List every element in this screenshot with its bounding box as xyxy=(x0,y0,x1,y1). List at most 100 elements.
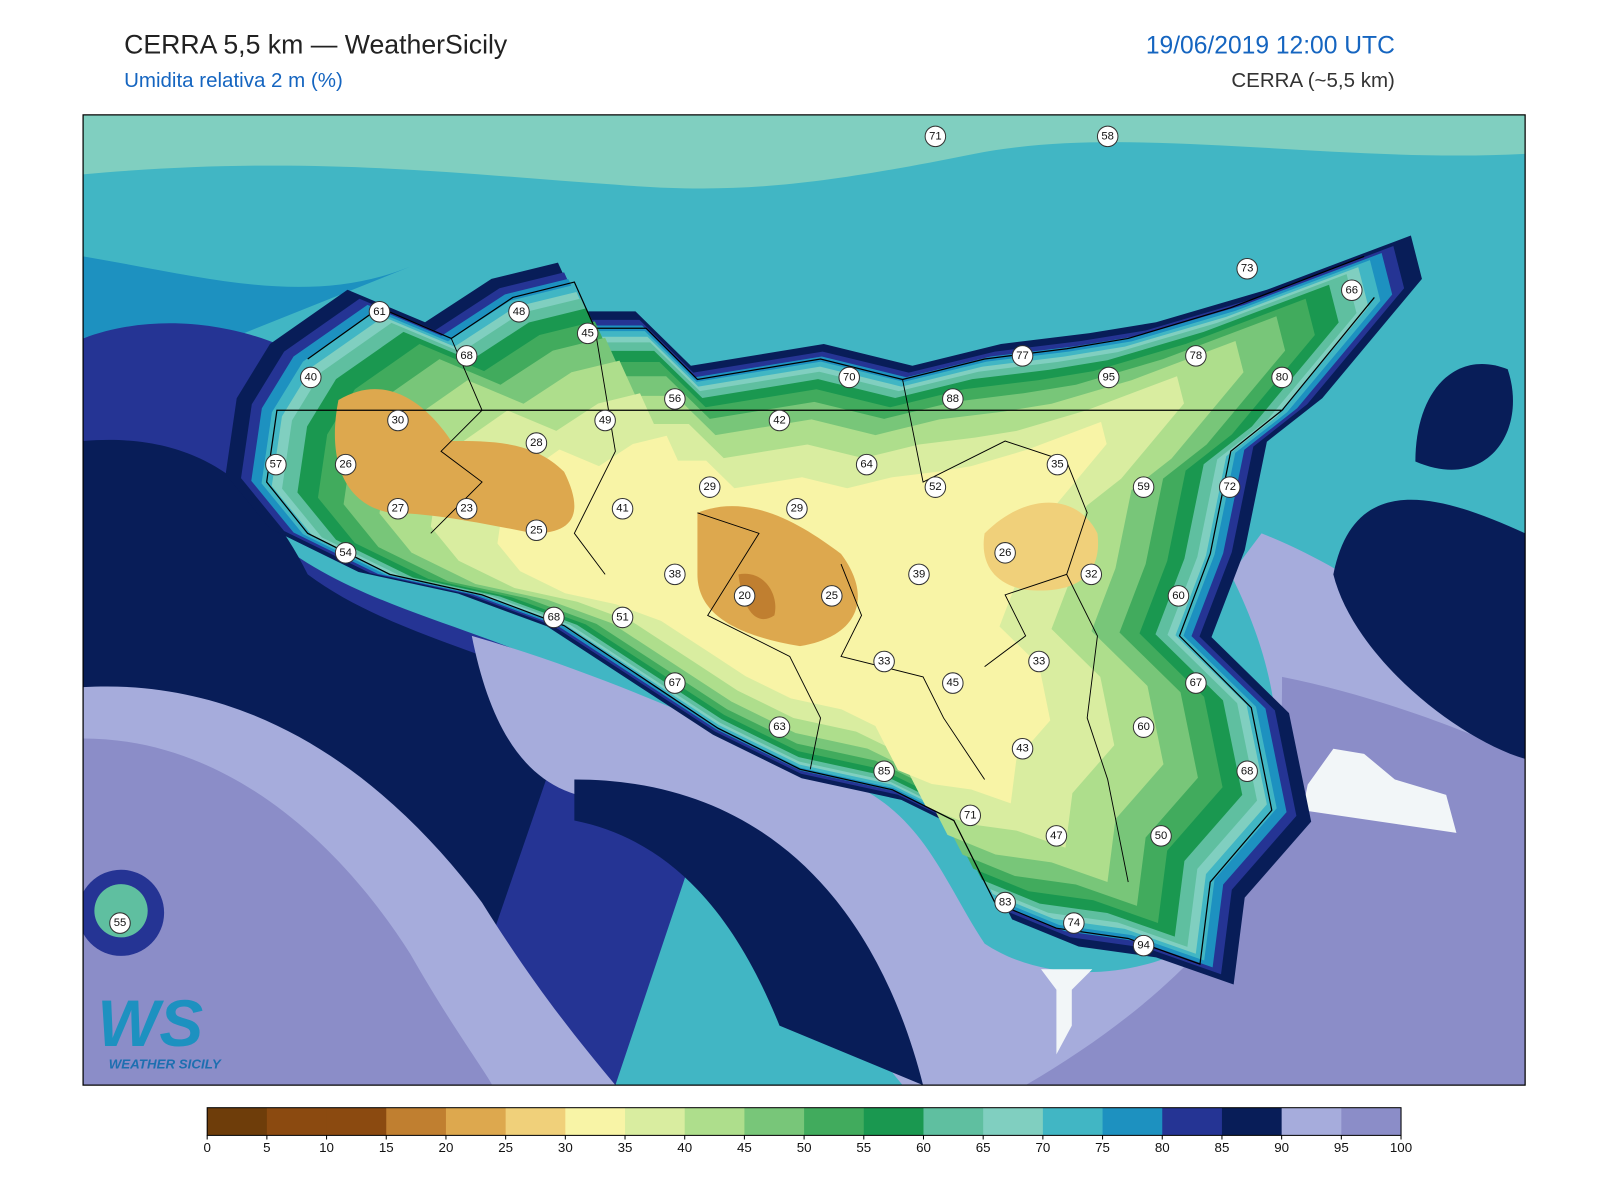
station-marker xyxy=(299,366,322,389)
station-value: 49 xyxy=(599,415,612,427)
station-marker xyxy=(838,366,860,389)
colorbar-swatch xyxy=(1281,1107,1342,1136)
station-marker xyxy=(873,650,895,673)
station-value: 78 xyxy=(1190,350,1203,362)
colorbar-swatch xyxy=(625,1107,686,1136)
colorbar-swatch xyxy=(1221,1107,1283,1136)
station-value: 72 xyxy=(1223,481,1236,493)
model: CERRA (~5,5 km) xyxy=(1231,69,1394,92)
station-value: 29 xyxy=(791,503,804,515)
colorbar-swatch xyxy=(684,1107,745,1136)
colorbar-tick-label: 50 xyxy=(797,1140,812,1155)
station-value: 45 xyxy=(947,677,960,689)
station-marker xyxy=(1080,563,1103,586)
colorbar-swatch xyxy=(565,1107,626,1136)
station-marker xyxy=(664,672,686,694)
station-value: 43 xyxy=(1016,743,1029,755)
station-marker xyxy=(576,322,599,345)
station-value: 33 xyxy=(878,656,891,668)
colorbar: 0 5 10 15 20 25 30 35 40 45 50 55 60 65 70 75 80 85 90 95 10… xyxy=(203,1107,1412,1155)
colorbar-swatch xyxy=(923,1107,984,1136)
station-value: 23 xyxy=(460,503,473,515)
station-value: 40 xyxy=(305,371,318,383)
station-marker xyxy=(1045,825,1068,847)
station-value: 74 xyxy=(1068,917,1081,929)
station-value: 27 xyxy=(392,503,405,515)
station-value: 71 xyxy=(964,809,977,821)
sea-band xyxy=(574,779,924,1086)
station-marker xyxy=(942,388,964,410)
map-frame xyxy=(82,114,1526,1086)
colorbar-tick-label: 30 xyxy=(558,1140,573,1155)
colorbar-tick-label: 5 xyxy=(263,1140,270,1155)
station-value: 60 xyxy=(1137,721,1150,733)
colorbar-swatch xyxy=(804,1107,865,1136)
colorbar-tick-label: 45 xyxy=(737,1140,752,1155)
station-marker xyxy=(1132,716,1155,738)
sea-band xyxy=(83,738,493,1086)
station-marker xyxy=(698,476,721,498)
station-marker xyxy=(1341,279,1363,302)
sea-band xyxy=(1025,676,1526,1086)
station-marker xyxy=(1132,476,1155,498)
colorbar-tick-label: 70 xyxy=(1035,1140,1050,1155)
colorbar-swatch xyxy=(863,1107,924,1136)
colorbar-swatch xyxy=(983,1107,1044,1136)
logo-name: WEATHER SICILY xyxy=(109,1057,222,1072)
colorbar-swatch xyxy=(505,1107,566,1136)
colorbar-tick-label: 0 xyxy=(203,1140,210,1155)
station-value: 73 xyxy=(1241,263,1254,275)
station-marker xyxy=(1236,257,1258,280)
station-marker xyxy=(1185,345,1207,367)
station-marker xyxy=(1167,585,1190,607)
station-marker xyxy=(1028,650,1050,673)
station-marker xyxy=(1218,476,1241,498)
sea-band xyxy=(1415,363,1513,470)
station-value: 39 xyxy=(913,568,926,580)
colorbar-swatch xyxy=(1102,1107,1163,1136)
station-value: 55 xyxy=(114,917,127,929)
station-value: 41 xyxy=(616,503,629,515)
station-marker xyxy=(959,804,982,827)
station-marker xyxy=(855,453,878,476)
colorbar-swatch xyxy=(445,1107,507,1136)
station-marker xyxy=(1185,672,1207,694)
station-value: 33 xyxy=(1033,656,1046,668)
colorbar-swatch xyxy=(1341,1107,1402,1136)
missing-data xyxy=(1302,748,1457,833)
colorbar-tick-label: 100 xyxy=(1390,1140,1412,1155)
station-marker xyxy=(387,409,409,432)
station-value: 28 xyxy=(530,437,543,449)
station-value: 61 xyxy=(373,306,386,318)
sea-band xyxy=(83,114,1526,189)
station-marker xyxy=(1063,912,1085,934)
dry-area xyxy=(983,502,1099,591)
station-marker xyxy=(611,497,634,520)
station-marker xyxy=(611,606,634,629)
stations: 71 58 73 66 61 48 45 68 77 78 40 70 95 80 88 56 30 49 42 28… xyxy=(109,125,1363,957)
colorbar-tick-label: 40 xyxy=(677,1140,692,1155)
colorbar-tick-label: 85 xyxy=(1215,1140,1230,1155)
colorbar-tick-label: 35 xyxy=(618,1140,633,1155)
subtitle: Umidita relativa 2 m (%) xyxy=(124,69,343,92)
station-value: 67 xyxy=(1190,677,1203,689)
station-value: 83 xyxy=(999,897,1012,909)
station-value: 51 xyxy=(616,611,629,623)
colorbar-swatch xyxy=(1162,1107,1223,1136)
colorbar-tick-label: 90 xyxy=(1274,1140,1289,1155)
station-value: 56 xyxy=(669,393,682,405)
colorbar-swatch xyxy=(207,1107,268,1136)
station-value: 58 xyxy=(1101,130,1114,142)
colorbar-swatch xyxy=(266,1107,328,1136)
station-marker xyxy=(924,125,947,148)
station-value: 26 xyxy=(999,547,1012,559)
station-value: 66 xyxy=(1346,284,1359,296)
colorbar-tick-label: 10 xyxy=(319,1140,334,1155)
station-value: 30 xyxy=(392,415,405,427)
station-value: 32 xyxy=(1085,568,1098,580)
station-value: 25 xyxy=(826,590,839,602)
station-marker xyxy=(1271,366,1293,389)
station-value: 77 xyxy=(1016,350,1029,362)
station-marker xyxy=(664,563,686,586)
